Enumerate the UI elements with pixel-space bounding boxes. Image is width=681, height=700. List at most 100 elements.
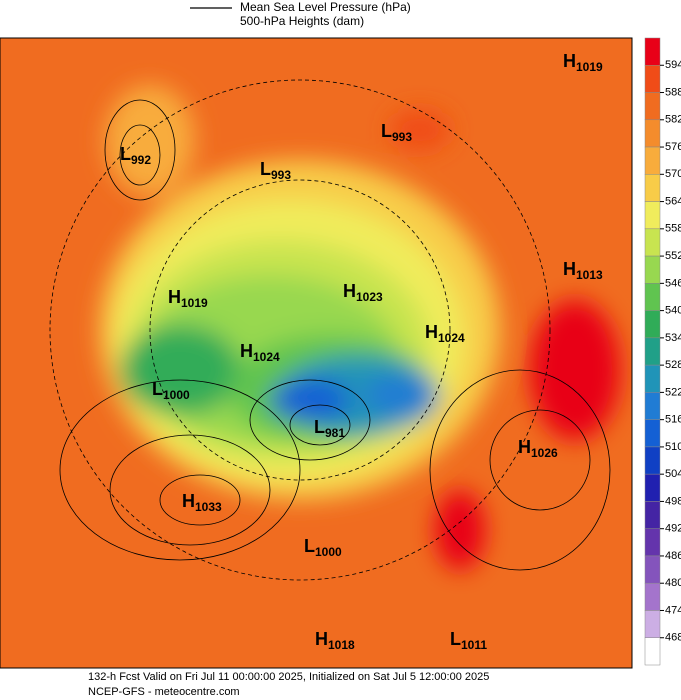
colorbar-swatch (644, 255, 661, 284)
pressure-center: L1000 (304, 536, 342, 559)
colorbar-swatch (644, 555, 661, 584)
center-value: 1024 (253, 350, 280, 364)
colorbar-swatch (644, 310, 661, 339)
colorbar-label: 594 (665, 59, 681, 71)
center-letter: H (343, 281, 356, 301)
pressure-center: L992 (120, 144, 151, 167)
center-letter: H (563, 51, 576, 71)
center-letter: L (450, 629, 461, 649)
colorbar-swatch (644, 228, 661, 257)
center-value: 1018 (328, 638, 355, 652)
colorbar-swatch (644, 119, 661, 148)
colorbar-label: 588 (665, 86, 681, 98)
colorbar-swatch (644, 146, 661, 175)
pressure-center: L1011 (450, 629, 487, 652)
colorbar-label: 468 (665, 632, 681, 644)
footer-source: NCEP-GFS - meteocentre.com (88, 686, 240, 698)
colorbar-swatch (644, 528, 661, 557)
colorbar-swatch (644, 419, 661, 448)
center-value: 1026 (531, 446, 558, 460)
colorbar: 594 588 582 576 570 564 558 552 546 540 534 528 522 5… (644, 37, 681, 666)
pressure-center: L993 (260, 159, 291, 182)
colorbar-label: 504 (665, 468, 681, 480)
center-value: 992 (131, 153, 151, 167)
colorbar-swatch (644, 473, 661, 502)
pressure-center: H1023 (343, 281, 383, 304)
center-value: 1023 (356, 290, 383, 304)
colorbar-label: 552 (665, 250, 681, 262)
colorbar-label: 492 (665, 523, 681, 535)
center-value: 1019 (576, 60, 603, 74)
center-letter: H (182, 491, 195, 511)
colorbar-label: 516 (665, 414, 681, 426)
colorbar-swatch (644, 582, 661, 611)
pressure-center: L981 (314, 417, 345, 440)
colorbar-label: 558 (665, 223, 681, 235)
colorbar-label: 486 (665, 550, 681, 562)
map-field (0, 38, 632, 668)
colorbar-swatch (644, 65, 661, 93)
center-value: 1013 (576, 268, 603, 282)
colorbar-label: 582 (665, 114, 681, 126)
center-letter: H (518, 437, 531, 457)
pressure-center: L993 (381, 121, 412, 144)
center-value: 1000 (163, 388, 190, 402)
colorbar-swatch (644, 501, 661, 529)
colorbar-swatch (644, 201, 661, 230)
pressure-center: H1018 (315, 629, 355, 652)
colorbar-label: 510 (665, 441, 681, 453)
center-letter: H (315, 629, 328, 649)
center-value: 1000 (315, 545, 342, 559)
colorbar-label: 546 (665, 277, 681, 289)
colorbar-swatch (644, 637, 661, 666)
footer-valid: 132-h Fcst Valid on Fri Jul 11 00:00:00 … (88, 671, 489, 683)
colorbar-label: 474 (665, 604, 681, 616)
pressure-center: H1026 (518, 437, 558, 460)
center-letter: L (304, 536, 315, 556)
pressure-center: H1024 (240, 341, 280, 364)
colorbar-swatch (644, 174, 661, 202)
pressure-center: H1033 (182, 491, 222, 514)
colorbar-swatch (644, 337, 661, 366)
center-value: 1019 (181, 296, 208, 310)
center-letter: H (240, 341, 253, 361)
colorbar-label: 480 (665, 577, 681, 589)
colorbar-swatch (644, 446, 661, 475)
center-letter: L (120, 144, 131, 164)
center-value: 1024 (438, 331, 465, 345)
center-value: 981 (325, 426, 345, 440)
colorbar-label: 522 (665, 386, 681, 398)
center-value: 1011 (461, 638, 487, 652)
colorbar-swatch (644, 392, 661, 420)
colorbar-swatch (644, 610, 661, 638)
center-letter: L (381, 121, 392, 141)
colorbar-swatch (644, 364, 661, 393)
center-letter: H (168, 287, 181, 307)
colorbar-label: 528 (665, 359, 681, 371)
colorbar-swatch (644, 283, 661, 311)
center-value: 1033 (195, 500, 222, 514)
colorbar-label: 570 (665, 168, 681, 180)
colorbar-swatch (644, 92, 661, 121)
center-value: 993 (271, 168, 291, 182)
center-letter: H (563, 259, 576, 279)
center-letter: L (314, 417, 325, 437)
colorbar-label: 534 (665, 332, 681, 344)
center-letter: L (260, 159, 271, 179)
map-frame (0, 37, 633, 669)
pressure-center: H1024 (425, 322, 465, 345)
pressure-center: L1000 (152, 379, 190, 402)
colorbar-label: 576 (665, 141, 681, 153)
pressure-center: H1019 (168, 287, 208, 310)
legend-heights: 500-hPa Heights (dam) (240, 14, 364, 28)
pressure-center: H1013 (563, 259, 603, 282)
pressure-center: H1019 (563, 51, 603, 74)
colorbar-label: 498 (665, 495, 681, 507)
center-letter: L (152, 379, 163, 399)
colorbar-swatch (644, 37, 661, 66)
colorbar-label: 540 (665, 305, 681, 317)
center-value: 993 (392, 130, 412, 144)
center-letter: H (425, 322, 438, 342)
colorbar-label: 564 (665, 195, 681, 207)
